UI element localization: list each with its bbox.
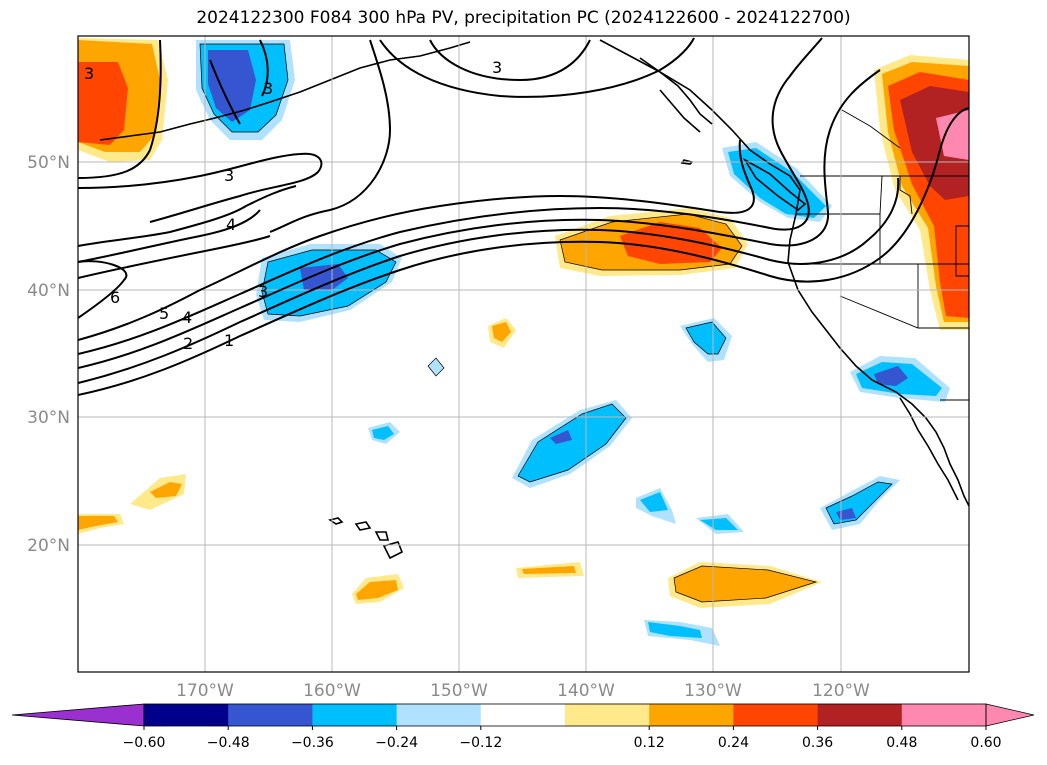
political-borders <box>790 109 969 401</box>
map-title: 2024122300 F084 300 hPa PV, precipitatio… <box>196 8 851 28</box>
lon-label-140w: 140°W <box>557 681 615 701</box>
colorbar-segment <box>144 704 229 726</box>
contour-label-6: 6 <box>110 288 120 307</box>
contour-label-5: 5 <box>159 304 169 323</box>
contour-label-4-upper: 4 <box>226 215 236 234</box>
colorbar-segment <box>733 704 819 726</box>
colorbar-segment <box>312 704 398 726</box>
precip-blob-small-negative-3 <box>636 488 676 524</box>
pv-contours <box>78 37 969 396</box>
precip-blob-subtropical-negative <box>512 400 632 488</box>
lat-label-20n: 20°N <box>27 536 70 556</box>
colorbar-segment <box>480 704 566 726</box>
contour-label-4-lower: 4 <box>182 308 192 327</box>
pv-contour-labels: 1 2 3 4 5 6 3 4 3 3 3 <box>84 58 502 353</box>
contour-label-3-aleutian: 3 <box>263 79 273 98</box>
colorbar-tick-label: −0.48 <box>207 735 250 751</box>
contour-label-3-west: 3 <box>84 64 94 83</box>
colorbar-segment <box>649 704 734 726</box>
precip-blob-small-positive-3 <box>78 514 124 534</box>
lat-label-50n: 50°N <box>27 153 70 173</box>
colorbar-segment <box>565 704 650 726</box>
precip-blob-tiny-negative <box>428 358 444 376</box>
colorbar-tick-label: 0.60 <box>970 735 1001 751</box>
precip-blob-aleutian-negative <box>196 40 295 140</box>
contour-label-3-upper: 3 <box>224 166 234 185</box>
colorbar-segment <box>228 704 313 726</box>
precip-blob-interior-west-positive <box>874 55 969 330</box>
precip-blob-small-positive-2 <box>130 474 186 510</box>
map-area <box>78 36 969 672</box>
precip-blob-small-negative-2 <box>368 422 400 444</box>
colorbar-segment <box>396 704 482 726</box>
lon-label-130w: 130°W <box>684 681 742 701</box>
lon-label-150w: 150°W <box>430 681 488 701</box>
lon-label-160w: 160°W <box>303 681 361 701</box>
contour-label-2: 2 <box>183 334 193 353</box>
contour-label-1: 1 <box>224 331 234 350</box>
colorbar-segment <box>901 704 987 726</box>
precip-blob-offshore-negative-1 <box>680 318 732 362</box>
colorbar-segment <box>817 704 903 726</box>
colorbar-tick-label: 0.36 <box>802 735 833 751</box>
colorbar-extend-low <box>11 703 145 727</box>
latitude-labels: 50°N 40°N 30°N 20°N <box>27 153 70 556</box>
colorbar-tick-label: −0.12 <box>459 735 502 751</box>
graticule <box>78 36 969 672</box>
map-frame <box>77 35 970 673</box>
colorbar-outline <box>143 703 987 727</box>
colorbar-tick-label: −0.36 <box>291 735 334 751</box>
colorbar-tick-label: −0.60 <box>123 735 166 751</box>
lat-label-30n: 30°N <box>27 408 70 428</box>
colorbar-extend-high <box>985 703 1035 727</box>
longitude-labels: 170°W 160°W 150°W 140°W 130°W 120°W <box>176 681 870 701</box>
precip-blob-small-positive-5 <box>352 574 404 604</box>
precip-blob-small-negative-5 <box>644 620 720 646</box>
precip-blob-small-negative-4 <box>696 514 744 534</box>
colorbar-tick-label: 0.24 <box>718 735 749 751</box>
lon-label-170w: 170°W <box>176 681 234 701</box>
colorbar-tick-label: −0.24 <box>375 735 418 751</box>
precip-blob-small-positive-4 <box>516 562 584 578</box>
coastlines <box>99 39 969 560</box>
colorbar-tick-label: 0.48 <box>886 735 917 751</box>
precip-blob-northwest-positive <box>78 38 168 162</box>
colorbar-tick-label: 0.12 <box>634 735 665 751</box>
contour-label-3-lower: 3 <box>258 282 268 301</box>
map-content: 1 2 3 4 5 6 3 4 3 3 3 <box>78 36 969 672</box>
lat-label-40n: 40°N <box>27 281 70 301</box>
contour-label-3-north: 3 <box>492 58 502 77</box>
lon-label-120w: 120°W <box>812 681 870 701</box>
precip-blob-small-positive-1 <box>488 318 516 348</box>
precip-blob-socal-negative <box>850 356 950 402</box>
colorbar: −0.60 −0.48 −0.36 −0.24 −0.12 0.12 0.24 0.36 0.4… <box>11 703 1035 751</box>
